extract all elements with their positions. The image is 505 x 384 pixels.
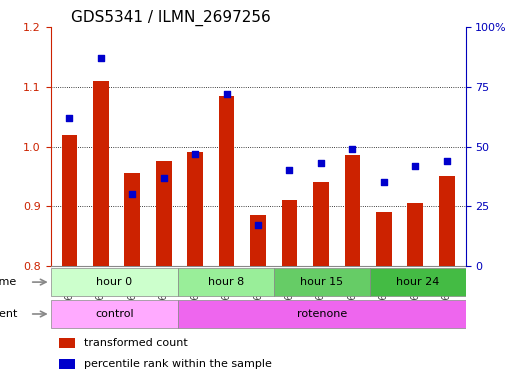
Bar — [344, 156, 360, 266]
Text: hour 0: hour 0 — [96, 277, 132, 287]
Point — [222, 91, 230, 97]
Text: hour 15: hour 15 — [300, 277, 343, 287]
Point — [96, 55, 105, 61]
Text: agent: agent — [0, 309, 17, 319]
Bar — [281, 200, 297, 266]
Point — [128, 191, 136, 197]
FancyBboxPatch shape — [274, 268, 369, 296]
Bar — [375, 212, 391, 266]
Bar — [59, 359, 75, 369]
Bar — [59, 338, 75, 348]
Text: rotenone: rotenone — [296, 309, 346, 319]
Text: time: time — [0, 277, 17, 287]
Point — [285, 167, 293, 174]
Point — [316, 160, 324, 166]
FancyBboxPatch shape — [369, 268, 465, 296]
Bar — [156, 161, 171, 266]
FancyBboxPatch shape — [50, 268, 178, 296]
Point — [254, 222, 262, 228]
Bar — [407, 204, 422, 266]
FancyBboxPatch shape — [178, 268, 274, 296]
Point — [442, 158, 450, 164]
Bar — [218, 96, 234, 266]
Bar — [313, 182, 328, 266]
Text: hour 24: hour 24 — [395, 277, 438, 287]
FancyBboxPatch shape — [50, 300, 178, 328]
Text: control: control — [95, 309, 133, 319]
Point — [411, 162, 419, 169]
Point — [160, 175, 168, 181]
Bar — [187, 152, 203, 266]
Text: transformed count: transformed count — [84, 338, 187, 348]
Bar — [62, 134, 77, 266]
Text: percentile rank within the sample: percentile rank within the sample — [84, 359, 271, 369]
Point — [191, 151, 199, 157]
Point — [65, 115, 73, 121]
Text: GDS5341 / ILMN_2697256: GDS5341 / ILMN_2697256 — [71, 9, 271, 25]
Point — [347, 146, 356, 152]
Text: hour 8: hour 8 — [208, 277, 244, 287]
Bar — [124, 174, 140, 266]
Bar — [93, 81, 109, 266]
Bar — [438, 176, 453, 266]
Bar — [249, 215, 266, 266]
Point — [379, 179, 387, 185]
FancyBboxPatch shape — [178, 300, 465, 328]
